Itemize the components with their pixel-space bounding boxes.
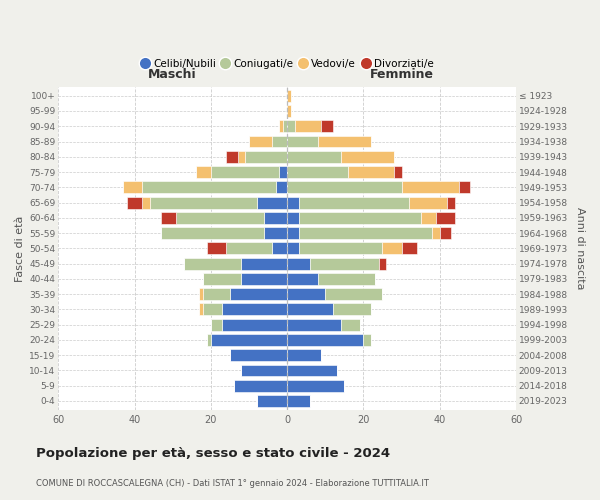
Bar xyxy=(211,318,222,330)
Bar xyxy=(150,196,257,208)
Text: COMUNE DI ROCCASCALEGNA (CH) - Dati ISTAT 1° gennaio 2024 - Elaborazione TUTTITA: COMUNE DI ROCCASCALEGNA (CH) - Dati ISTA… xyxy=(36,479,429,488)
Bar xyxy=(226,151,238,162)
Bar xyxy=(196,166,211,178)
Bar xyxy=(379,258,386,270)
Bar xyxy=(199,304,203,316)
Bar xyxy=(176,212,264,224)
Bar xyxy=(448,196,455,208)
Bar xyxy=(401,182,459,194)
Bar xyxy=(264,212,287,224)
Bar xyxy=(142,182,275,194)
Bar xyxy=(142,196,150,208)
Bar xyxy=(317,136,371,147)
Bar xyxy=(341,151,394,162)
Bar xyxy=(341,318,359,330)
Bar xyxy=(222,304,287,316)
Bar xyxy=(184,258,241,270)
Bar xyxy=(459,182,470,194)
Bar xyxy=(348,166,394,178)
Bar xyxy=(287,90,291,102)
Bar xyxy=(280,120,283,132)
Bar xyxy=(287,120,295,132)
Text: Popolazione per età, sesso e stato civile - 2024: Popolazione per età, sesso e stato civil… xyxy=(36,448,390,460)
Bar xyxy=(287,136,317,147)
Bar xyxy=(325,288,382,300)
Bar xyxy=(432,227,440,239)
Bar xyxy=(421,212,436,224)
Bar xyxy=(233,380,287,392)
Bar xyxy=(203,288,230,300)
Bar xyxy=(287,318,341,330)
Text: Femmine: Femmine xyxy=(370,68,434,81)
Bar xyxy=(287,349,322,361)
Bar xyxy=(299,196,409,208)
Bar xyxy=(310,258,379,270)
Bar xyxy=(257,196,287,208)
Bar xyxy=(161,227,264,239)
Bar xyxy=(287,380,344,392)
Bar xyxy=(364,334,371,346)
Bar xyxy=(207,334,211,346)
Bar xyxy=(287,212,299,224)
Bar xyxy=(283,120,287,132)
Bar xyxy=(287,151,341,162)
Bar xyxy=(409,196,448,208)
Bar xyxy=(226,242,272,254)
Bar xyxy=(280,166,287,178)
Bar xyxy=(123,182,142,194)
Bar xyxy=(161,212,176,224)
Bar xyxy=(295,120,322,132)
Bar xyxy=(287,105,291,117)
Bar xyxy=(241,364,287,376)
Bar xyxy=(241,273,287,285)
Bar xyxy=(322,120,333,132)
Bar xyxy=(211,166,280,178)
Bar xyxy=(287,288,325,300)
Y-axis label: Anni di nascita: Anni di nascita xyxy=(575,207,585,290)
Bar xyxy=(127,196,142,208)
Bar xyxy=(287,227,299,239)
Bar xyxy=(203,273,241,285)
Bar xyxy=(436,212,455,224)
Bar xyxy=(317,273,375,285)
Bar xyxy=(287,364,337,376)
Legend: Celibi/Nubili, Coniugati/e, Vedovi/e, Divorziati/e: Celibi/Nubili, Coniugati/e, Vedovi/e, Di… xyxy=(136,54,438,73)
Bar xyxy=(299,242,382,254)
Bar xyxy=(211,334,287,346)
Bar xyxy=(333,304,371,316)
Bar xyxy=(287,273,317,285)
Bar xyxy=(299,227,432,239)
Bar xyxy=(440,227,451,239)
Bar xyxy=(241,258,287,270)
Bar xyxy=(394,166,401,178)
Bar xyxy=(287,166,348,178)
Bar xyxy=(264,227,287,239)
Text: Maschi: Maschi xyxy=(148,68,197,81)
Bar xyxy=(238,151,245,162)
Bar xyxy=(401,242,417,254)
Bar xyxy=(287,334,364,346)
Bar xyxy=(207,242,226,254)
Y-axis label: Fasce di età: Fasce di età xyxy=(15,215,25,282)
Bar xyxy=(257,395,287,407)
Bar xyxy=(275,182,287,194)
Bar xyxy=(287,304,333,316)
Bar xyxy=(299,212,421,224)
Bar xyxy=(199,288,203,300)
Bar xyxy=(249,136,272,147)
Bar xyxy=(382,242,401,254)
Bar xyxy=(245,151,287,162)
Bar xyxy=(272,242,287,254)
Bar xyxy=(272,136,287,147)
Bar xyxy=(230,288,287,300)
Bar xyxy=(287,258,310,270)
Bar xyxy=(287,182,401,194)
Bar xyxy=(222,318,287,330)
Bar xyxy=(203,304,222,316)
Bar xyxy=(230,349,287,361)
Bar xyxy=(287,242,299,254)
Bar xyxy=(287,395,310,407)
Bar xyxy=(287,196,299,208)
